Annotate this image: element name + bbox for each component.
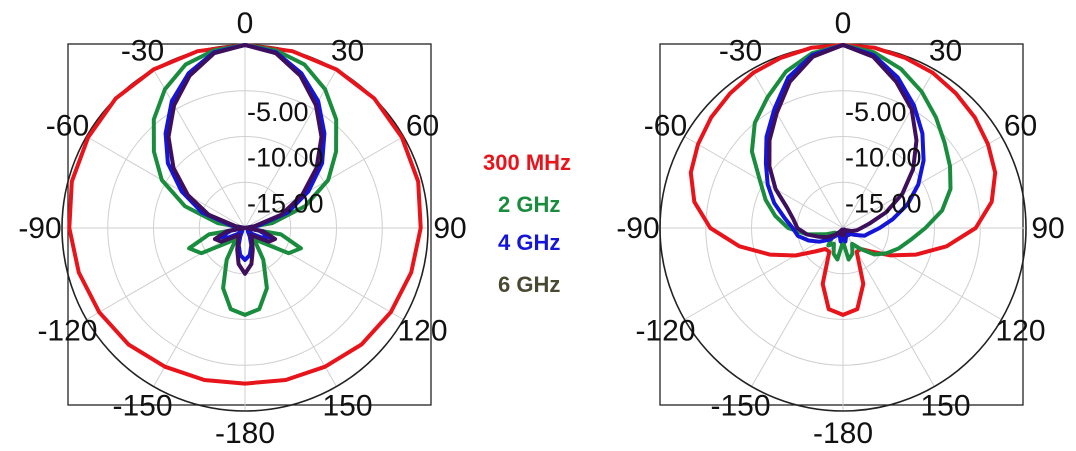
grid-spoke-left — [153, 69, 246, 229]
series-line-right-300mhz — [688, 43, 998, 317]
angle-tick-label-right: -60 — [644, 110, 687, 143]
radial-tick-label-right: -5.00 — [845, 97, 907, 127]
series-line-left-6ghz — [166, 43, 324, 276]
polar-plot-right: -5.00 -10.00 -15.00 0 30 60 90 120 150 -180 -150 -1… — [616, 7, 1064, 450]
series-line-right-2ghz — [749, 43, 953, 262]
angle-tick-label-right: -30 — [719, 34, 762, 67]
radial-tick-label-left: -10.00 — [247, 143, 324, 173]
radial-tick-label-left: -15.00 — [247, 188, 324, 218]
angle-tick-label-left: -30 — [121, 34, 164, 67]
angle-tick-label-left: -180 — [215, 417, 275, 450]
angle-tick-label-left: 90 — [433, 212, 466, 245]
angle-tick-label-left: -90 — [18, 212, 61, 245]
angle-tick-label-right: -180 — [813, 417, 873, 450]
legend-entry-6ghz: 6 GHz — [498, 272, 560, 297]
angle-tick-label-left: 0 — [237, 7, 254, 40]
angle-tick-label-left: 30 — [331, 34, 364, 67]
angle-tick-label-left: -120 — [37, 315, 97, 348]
legend-entry-2ghz: 2 GHz — [498, 192, 560, 217]
series-line-left-2ghz — [151, 43, 339, 317]
angle-tick-label-left: 60 — [406, 110, 439, 143]
polar-plot-left: -5.00 -10.00 -15.00 0 30 60 90 120 150 -180 -150 -1… — [18, 7, 466, 450]
series-line-left-4ghz — [163, 43, 327, 262]
series-line-right-6ghz — [767, 43, 919, 240]
radial-tick-label-left: -5.00 — [247, 97, 309, 127]
series-line-left-300mhz — [67, 43, 423, 386]
angle-tick-label-left: -150 — [112, 390, 172, 423]
frequency-legend: 300 MHz 2 GHz 4 GHz 6 GHz — [483, 150, 571, 297]
angle-tick-label-right: 120 — [996, 315, 1046, 348]
angle-tick-label-right: 30 — [929, 34, 962, 67]
grid-spoke-right — [842, 136, 1002, 229]
radial-tick-label-right: -15.00 — [845, 188, 922, 218]
angle-tick-label-left: 120 — [398, 315, 448, 348]
grid-spoke-left — [86, 227, 246, 320]
radial-tick-label-right: -10.00 — [845, 143, 922, 173]
grid-spoke-right — [842, 227, 1002, 320]
angle-tick-label-right: -120 — [635, 315, 695, 348]
grid-spoke-right — [684, 136, 844, 229]
angle-tick-label-right: 90 — [1031, 212, 1064, 245]
angle-tick-label-right: -90 — [616, 212, 659, 245]
angle-tick-label-right: -150 — [710, 390, 770, 423]
angle-tick-label-left: -60 — [46, 110, 89, 143]
angle-tick-label-right: 0 — [835, 7, 852, 40]
legend-entry-300mhz: 300 MHz — [483, 150, 571, 175]
series-line-right-4ghz — [763, 43, 926, 244]
grid-spoke-left — [244, 69, 337, 229]
angle-tick-label-right: 60 — [1004, 110, 1037, 143]
grid-spoke-right — [842, 69, 935, 229]
angle-tick-label-right: 150 — [920, 390, 970, 423]
legend-entry-4ghz: 4 GHz — [498, 230, 560, 255]
grid-spoke-left — [244, 227, 404, 320]
angle-tick-label-left: 150 — [322, 390, 372, 423]
